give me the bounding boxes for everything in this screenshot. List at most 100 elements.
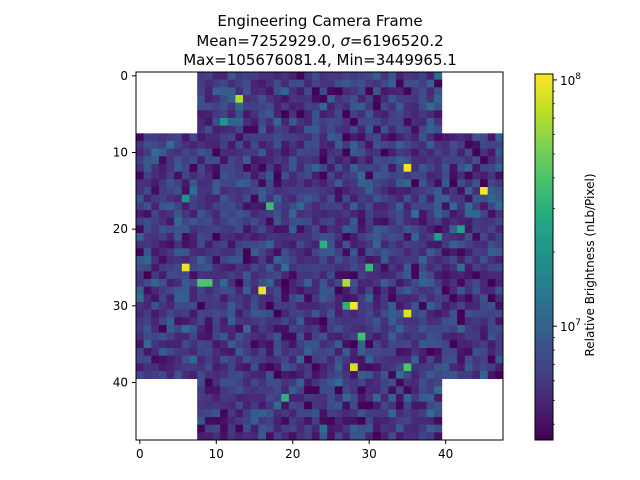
- heatmap-cell: [265, 325, 274, 334]
- heatmap-cell: [350, 378, 359, 387]
- heatmap-cell: [258, 171, 267, 180]
- heatmap-cell: [403, 87, 412, 96]
- heatmap-cell: [235, 263, 244, 272]
- heatmap-cell: [197, 95, 206, 104]
- x-tick-label: 20: [285, 447, 300, 461]
- heatmap-cell: [181, 164, 190, 173]
- heatmap-cell: [457, 194, 466, 203]
- heatmap-cell: [434, 432, 443, 441]
- heatmap-cell: [281, 248, 290, 257]
- heatmap-cell: [457, 371, 466, 380]
- heatmap-cell: [220, 325, 229, 334]
- heatmap-cell: [373, 355, 382, 364]
- heatmap-cell: [227, 240, 236, 249]
- heatmap-cell: [250, 432, 259, 441]
- heatmap-cell: [334, 286, 343, 295]
- heatmap-cell: [204, 309, 213, 318]
- heatmap-cell: [350, 279, 359, 288]
- heatmap-cell: [258, 348, 267, 357]
- heatmap-cell: [334, 263, 343, 272]
- heatmap-cell: [273, 256, 282, 265]
- heatmap-cell: [273, 302, 282, 311]
- heatmap-cell: [373, 363, 382, 372]
- heatmap-cell: [441, 187, 450, 196]
- heatmap-cell: [350, 225, 359, 234]
- heatmap-cell: [380, 325, 389, 334]
- heatmap-cell: [395, 79, 404, 88]
- heatmap-cell: [464, 348, 473, 357]
- heatmap-cell: [143, 294, 152, 303]
- heatmap-cell: [472, 202, 481, 211]
- heatmap-cell: [235, 217, 244, 226]
- heatmap-cell: [166, 317, 175, 326]
- heatmap-cell: [495, 279, 504, 288]
- heatmap-cell: [220, 286, 229, 295]
- heatmap-cell: [480, 286, 489, 295]
- heatmap-cell: [388, 340, 397, 349]
- heatmap-cell: [373, 110, 382, 119]
- heatmap-cell: [288, 317, 297, 326]
- heatmap-cell: [158, 156, 167, 165]
- heatmap-cell: [296, 271, 305, 280]
- heatmap-cell: [380, 424, 389, 433]
- heatmap-cell: [212, 409, 221, 418]
- heatmap-cell: [273, 102, 282, 111]
- heatmap-cell: [357, 371, 366, 380]
- heatmap-cell: [403, 141, 412, 150]
- heatmap-cell: [158, 187, 167, 196]
- heatmap-cell: [143, 325, 152, 334]
- heatmap-cell: [426, 355, 435, 364]
- heatmap-cell: [464, 217, 473, 226]
- heatmap-cell: [449, 233, 458, 242]
- heatmap-cell: [334, 279, 343, 288]
- heatmap-cell: [197, 401, 206, 410]
- heatmap-cell: [357, 156, 366, 165]
- heatmap-cell: [373, 302, 382, 311]
- heatmap-cell: [265, 202, 274, 211]
- heatmap-cell: [227, 210, 236, 219]
- heatmap-cell: [174, 202, 183, 211]
- heatmap-cell: [212, 87, 221, 96]
- heatmap-cell: [281, 348, 290, 357]
- heatmap-cell: [243, 417, 252, 426]
- heatmap-cell: [265, 240, 274, 249]
- heatmap-cell: [181, 171, 190, 180]
- heatmap-cell: [288, 202, 297, 211]
- heatmap-cell: [418, 79, 427, 88]
- heatmap-cell: [319, 371, 328, 380]
- heatmap-cell: [212, 371, 221, 380]
- heatmap-cell: [181, 194, 190, 203]
- heatmap-cell: [365, 279, 374, 288]
- heatmap-cell: [342, 110, 351, 119]
- heatmap-cell: [243, 194, 252, 203]
- heatmap-cell: [411, 401, 420, 410]
- heatmap-cell: [380, 210, 389, 219]
- heatmap-cell: [311, 179, 320, 188]
- heatmap-cell: [281, 233, 290, 242]
- y-tick-label: 30: [113, 299, 128, 313]
- heatmap-cell: [143, 187, 152, 196]
- heatmap-cell: [388, 371, 397, 380]
- heatmap-cell: [265, 187, 274, 196]
- heatmap-cell: [350, 95, 359, 104]
- heatmap-cell: [304, 179, 313, 188]
- heatmap-cell: [250, 348, 259, 357]
- heatmap-cell: [495, 340, 504, 349]
- heatmap-cell: [158, 363, 167, 372]
- heatmap-cell: [373, 401, 382, 410]
- heatmap-cell: [212, 332, 221, 341]
- heatmap-cell: [395, 118, 404, 127]
- heatmap-cell: [357, 102, 366, 111]
- heatmap-cell: [418, 279, 427, 288]
- heatmap-cell: [227, 148, 236, 157]
- heatmap-cell: [258, 394, 267, 403]
- heatmap-cell: [288, 424, 297, 433]
- heatmap-cell: [334, 432, 343, 441]
- heatmap-cell: [334, 401, 343, 410]
- heatmap-cell: [418, 348, 427, 357]
- heatmap-cell: [395, 233, 404, 242]
- heatmap-cell: [342, 363, 351, 372]
- heatmap-cell: [327, 309, 336, 318]
- heatmap-cell: [426, 348, 435, 357]
- heatmap-cell: [311, 317, 320, 326]
